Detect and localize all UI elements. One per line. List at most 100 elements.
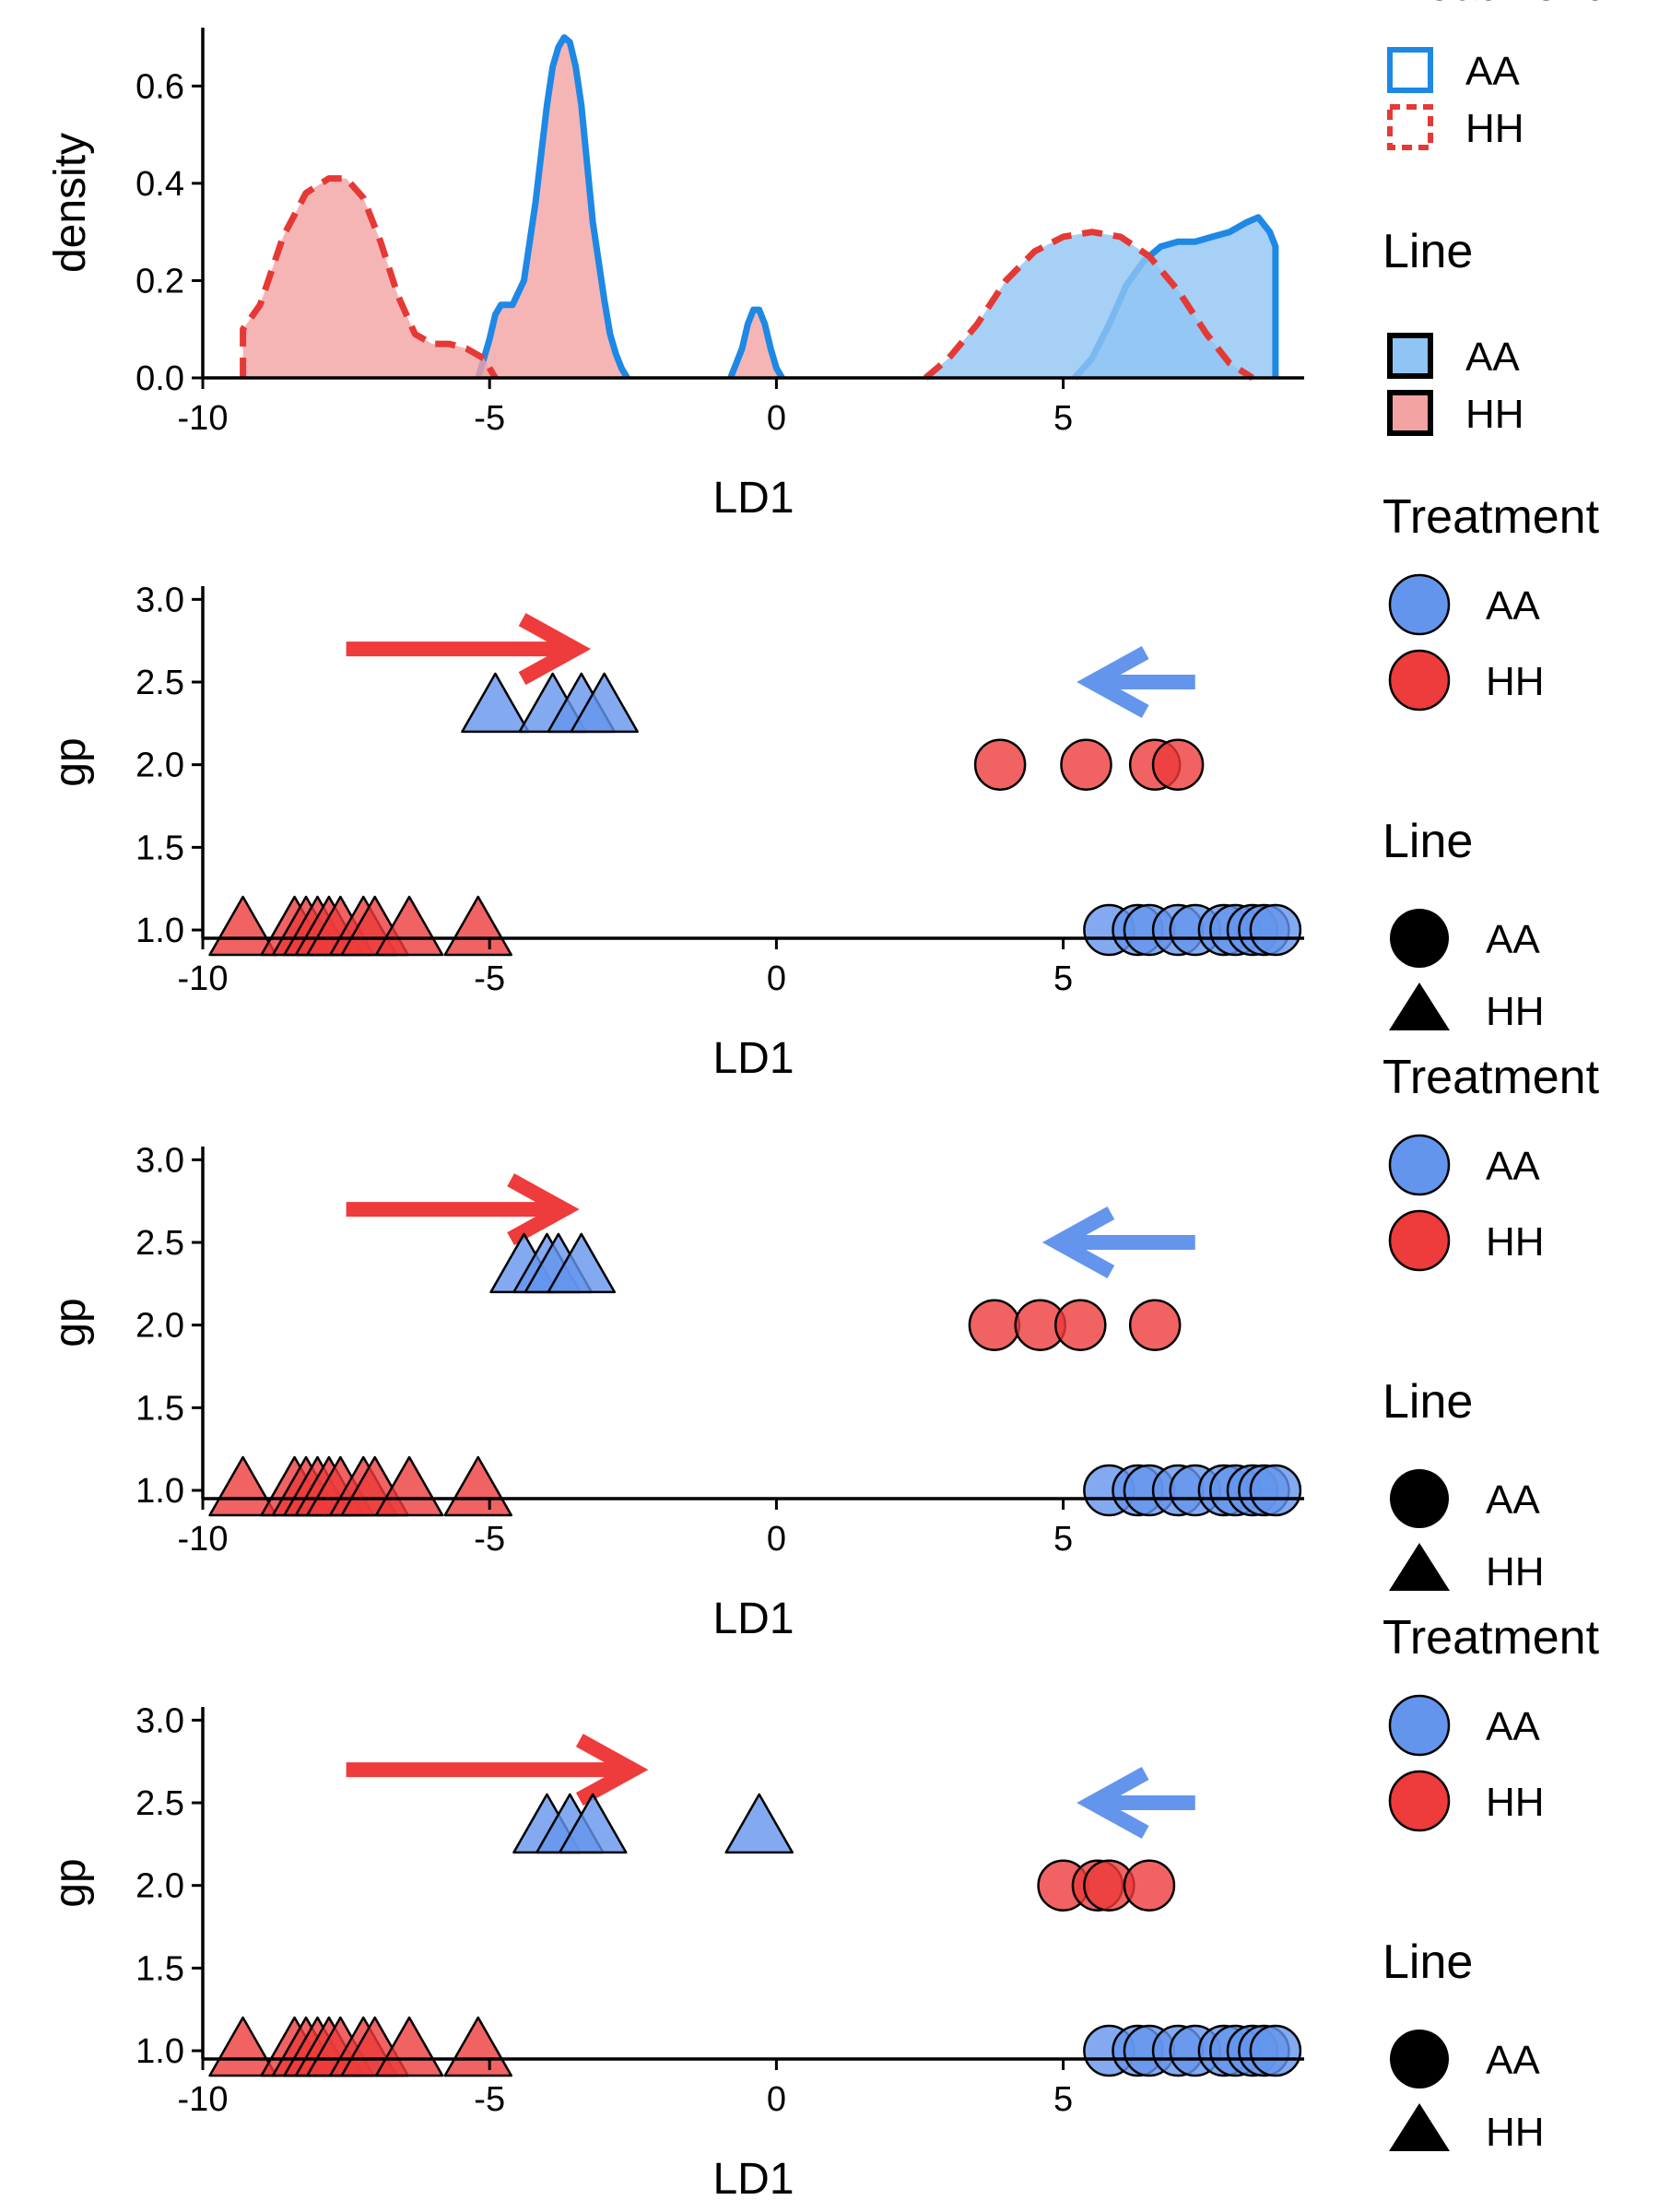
y-tick-label: 0.2 <box>135 262 184 300</box>
x-tick-label: -5 <box>474 959 505 998</box>
arrow-head-1 <box>507 1173 580 1246</box>
panel-3: -10 -5 0 5 1.0 1.5 2.0 2.5 3.0 LD1 gp Treatment AA HH… <box>46 1051 1600 1643</box>
density-area-1 <box>477 37 628 378</box>
plot-area <box>208 1173 1302 1517</box>
legend-label-line-hh: HH <box>1486 2110 1545 2155</box>
legend-key-treatment-hh <box>1388 1770 1451 1832</box>
y-tick-label: 2.0 <box>135 1867 184 1906</box>
arrow-head-2 <box>1041 1206 1115 1279</box>
legend-label-line-aa: AA <box>1486 2038 1540 2083</box>
y-tick-label: 1.0 <box>135 2032 184 2071</box>
point-triangle-hh <box>443 1455 512 1517</box>
y-axis-title: gp <box>46 1858 95 1907</box>
y-tick-label: 3.0 <box>135 1141 184 1180</box>
point-triangle-hh <box>443 2016 512 2077</box>
point-triangle-hh <box>208 2016 277 2077</box>
x-tick-label: 5 <box>1053 399 1073 438</box>
legend-label-line-hh: HH <box>1486 989 1545 1034</box>
point-circle-hh <box>1151 738 1205 791</box>
legend-title-line: Line <box>1382 815 1473 868</box>
legend-key-line-hh <box>1389 1543 1450 1591</box>
x-axis-title: LD1 <box>712 1594 794 1643</box>
legend-title-treatment: Treatment <box>1382 0 1600 11</box>
legend-label-treatment-aa: AA <box>1465 49 1520 94</box>
density-area-4 <box>242 178 496 378</box>
arrow-head-2 <box>1077 1767 1149 1840</box>
legend-key-line-hh <box>1387 390 1433 436</box>
legend-label-line-aa: AA <box>1486 917 1540 962</box>
legend-title-treatment: Treatment <box>1382 1051 1600 1104</box>
legend-label-line-hh: HH <box>1486 1549 1545 1594</box>
x-tick-label: 0 <box>767 399 786 438</box>
legend-label-treatment-hh: HH <box>1465 106 1524 151</box>
point-triangle-aa <box>558 1793 628 1854</box>
density-line-4 <box>240 175 499 380</box>
point-circle-hh <box>1123 1859 1176 1912</box>
point-circle-hh <box>1054 1299 1107 1351</box>
plot-area <box>208 613 1302 957</box>
density-line-5 <box>923 229 1254 381</box>
x-axis-title: LD1 <box>712 474 794 523</box>
point-triangle-aa <box>547 1232 617 1294</box>
y-tick-label: 0.6 <box>135 67 184 106</box>
x-tick-label: -5 <box>474 1520 505 1559</box>
legend-label-treatment-hh: HH <box>1486 659 1545 704</box>
x-tick-label: 0 <box>767 1520 786 1559</box>
y-tick-label: 1.5 <box>135 1389 184 1428</box>
legend-key-treatment-aa <box>1388 573 1451 636</box>
y-tick-label: 2.5 <box>135 664 184 702</box>
x-tick-label: 5 <box>1053 959 1073 998</box>
x-tick-label: -10 <box>178 959 229 998</box>
panel-4: -10 -5 0 5 1.0 1.5 2.0 2.5 3.0 LD1 gp Treatment AA HH… <box>46 1611 1600 2204</box>
y-axis-title: density <box>46 133 95 273</box>
point-circle-hh <box>1060 738 1112 791</box>
legend-title-treatment: Treatment <box>1382 1611 1600 1665</box>
legend-title-line: Line <box>1382 1375 1473 1429</box>
point-triangle-hh <box>374 895 444 957</box>
plot-area <box>240 34 1279 381</box>
legend-label-treatment-hh: HH <box>1486 1780 1545 1825</box>
plot-area <box>208 1734 1302 2077</box>
x-tick-label: -10 <box>178 2080 229 2119</box>
legend-key-treatment-aa <box>1388 1134 1451 1196</box>
y-tick-label: 2.5 <box>135 1224 184 1263</box>
y-tick-label: 3.0 <box>135 581 184 619</box>
y-tick-label: 3.0 <box>135 1701 184 1740</box>
y-axis-title: gp <box>46 737 95 786</box>
legend-key-line-aa <box>1390 909 1449 968</box>
x-axis-title: LD1 <box>712 2155 794 2204</box>
point-triangle-hh <box>208 1455 277 1517</box>
y-tick-label: 2.5 <box>135 1784 184 1823</box>
point-triangle-aa <box>570 672 639 734</box>
x-axis-title: LD1 <box>712 1034 794 1083</box>
legend: Treatment AA HH Line AA HH <box>1382 490 1600 1034</box>
arrow-head-1 <box>575 1734 649 1806</box>
y-tick-label: 2.0 <box>135 747 184 785</box>
legend-label-treatment-aa: AA <box>1486 1704 1540 1749</box>
legend-label-treatment-hh: HH <box>1486 1219 1545 1265</box>
legend-title-line: Line <box>1382 225 1473 278</box>
y-tick-label: 1.5 <box>135 829 184 867</box>
point-triangle-aa <box>724 1793 794 1854</box>
y-tick-label: 2.0 <box>135 1307 184 1346</box>
x-tick-label: -5 <box>474 2080 505 2119</box>
legend: Treatment AA HH Line AA HH <box>1382 0 1600 437</box>
x-tick-label: -10 <box>178 399 229 438</box>
legend-key-treatment-hh <box>1387 104 1433 150</box>
point-triangle-hh <box>374 2016 444 2077</box>
legend: Treatment AA HH Line AA HH <box>1382 1611 1600 2155</box>
density-area-5 <box>925 231 1253 378</box>
legend-key-line-hh <box>1389 2103 1450 2151</box>
y-tick-label: 1.0 <box>135 1472 184 1511</box>
legend-key-line-aa <box>1390 2030 1449 2088</box>
y-tick-label: 1.0 <box>135 912 184 950</box>
y-tick-label: 0.0 <box>135 359 184 398</box>
legend-key-line-aa <box>1390 1469 1449 1528</box>
legend-key-treatment-hh <box>1388 649 1451 712</box>
legend-label-treatment-aa: AA <box>1486 583 1540 629</box>
x-tick-label: 5 <box>1053 2080 1073 2119</box>
panel-2: -10 -5 0 5 1.0 1.5 2.0 2.5 3.0 LD1 gp Treatment AA HH… <box>46 490 1600 1083</box>
legend-key-line-hh <box>1389 982 1450 1030</box>
point-triangle-aa <box>461 672 530 734</box>
